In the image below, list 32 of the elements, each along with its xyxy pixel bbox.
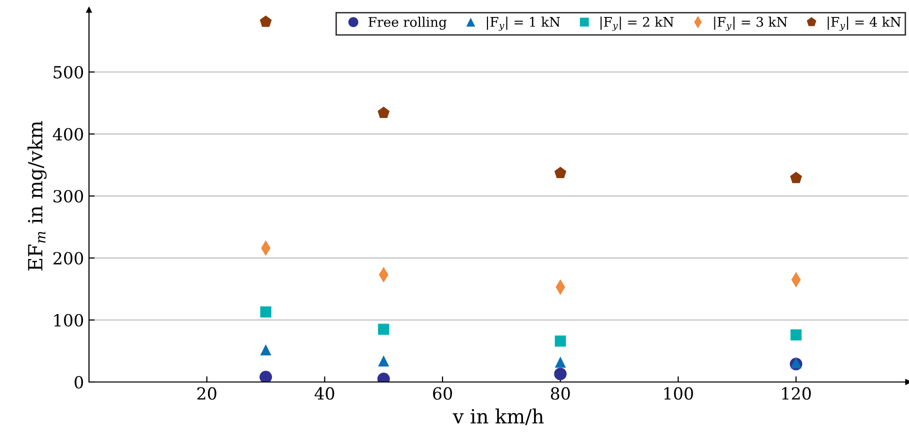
- y-tick-label: 0: [74, 376, 84, 389]
- point: [790, 329, 802, 340]
- y-axis-title: EF$_{m}$ in mg/vkm: [28, 121, 47, 270]
- point: [260, 344, 272, 356]
- x-tick-label: 40: [314, 387, 334, 400]
- legend-label: |F$_{y}$| = 1 kN: [486, 16, 560, 31]
- point: [260, 16, 272, 27]
- point: [260, 370, 272, 382]
- point: [378, 324, 390, 335]
- point: [790, 172, 802, 184]
- point: [378, 355, 390, 366]
- x-tick-label: 80: [550, 387, 570, 400]
- x-tick-label: 60: [433, 387, 452, 400]
- point: [554, 368, 567, 380]
- x-axis-title: v in km/h: [452, 408, 544, 426]
- y-tick-label: 500: [54, 66, 84, 79]
- y-tick-label: 200: [53, 252, 84, 265]
- y-tick-label: 300: [54, 190, 84, 203]
- legend-label: Free rolling: [368, 16, 447, 30]
- legend-label: |F$_{y}$| = 3 kN: [714, 16, 788, 31]
- x-tick-label: 100: [664, 387, 694, 400]
- legend-label: |F$_{y}$| = 4 kN: [828, 16, 901, 31]
- point: [554, 166, 566, 178]
- point: [260, 306, 272, 318]
- x-tick-label: 20: [197, 387, 216, 400]
- y-tick-label: 400: [52, 128, 84, 141]
- point: [554, 356, 566, 368]
- legend-label: |F$_{y}$| = 2 kN: [600, 16, 674, 31]
- point: [554, 336, 566, 347]
- x-tick-label: 120: [782, 387, 811, 400]
- y-tick-label: 100: [54, 314, 84, 327]
- point: [378, 106, 390, 118]
